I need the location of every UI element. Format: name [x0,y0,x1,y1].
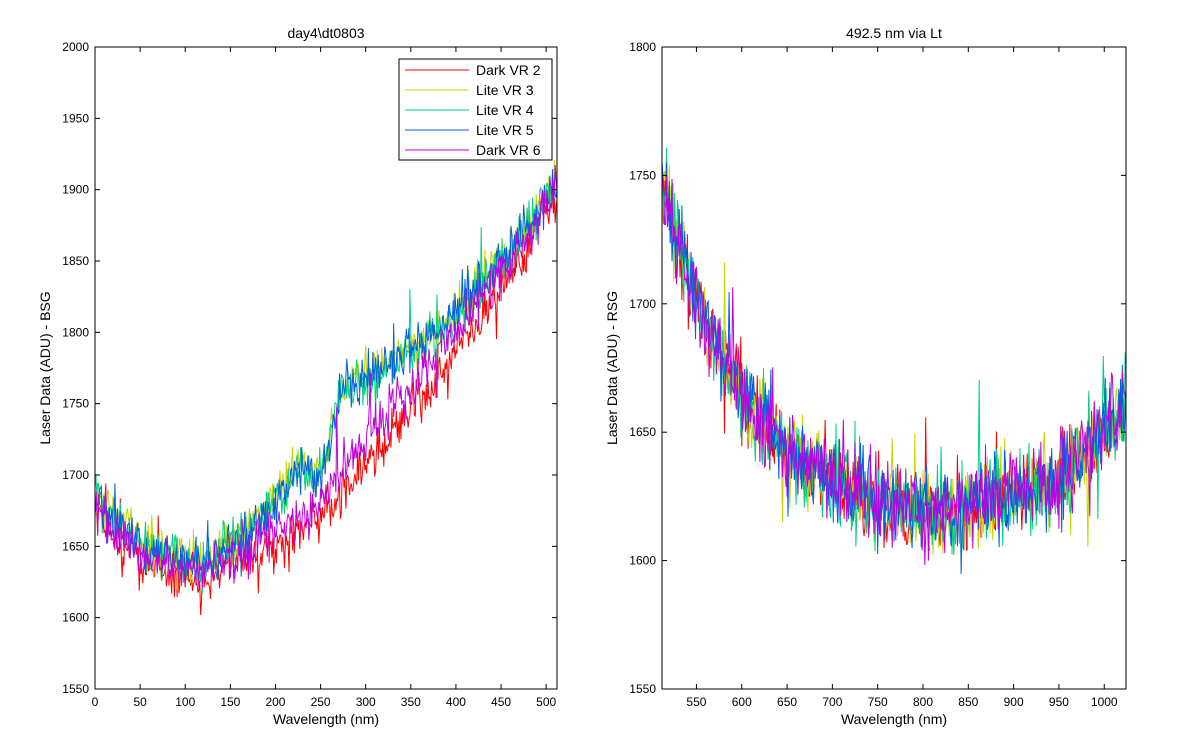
y-tick-label: 1700 [629,297,656,311]
axes-frame [94,46,558,690]
series-line-5 [662,175,1126,566]
x-axis-label: Wavelength (nm) [841,711,947,727]
y-tick-label: 1600 [62,611,89,625]
legend-entry: Lite VR 5 [476,122,534,138]
chart-title: day4\dt0803 [287,25,364,41]
legend-entry: Lite VR 4 [476,102,534,118]
x-tick-label: 150 [220,695,240,709]
legend-entry: Dark VR 2 [476,62,541,78]
chart-right: 550 600 650 700 750 800 850 900 950 1000 1550 1600 1… [604,25,1127,727]
x-tick-label: 350 [401,695,421,709]
y-axis-label: Laser Data (ADU) - BSG [37,291,53,444]
x-tick-label: 0 [92,695,99,709]
x-tick-label: 900 [1004,695,1024,709]
y-tick-label: 1550 [62,682,89,696]
series-line-5 [95,164,557,588]
legend-entry: Lite VR 3 [476,82,534,98]
y-tick-label: 1650 [62,539,89,553]
y-tick-label: 1800 [62,325,89,339]
y-tick-label: 1750 [629,168,656,182]
legend: Dark VR 2 Lite VR 3 Lite VR 4 Lite VR 5 Dark… [398,58,553,161]
x-tick-label: 850 [958,695,978,709]
y-axis-label: Laser Data (ADU) - RSG [604,291,620,445]
x-tick-label: 300 [356,695,376,709]
y-tick-label: 1950 [62,111,89,125]
y-tick-label: 1750 [62,397,89,411]
x-tick-label: 400 [446,695,466,709]
y-tick-label: 1600 [629,554,656,568]
y-tick-label: 1650 [629,425,656,439]
axes-frame [661,46,1127,690]
y-tick-label: 1900 [62,183,89,197]
legend-entry: Dark VR 6 [476,142,541,158]
x-tick-label: 500 [536,695,556,709]
x-tick-label: 250 [311,695,331,709]
x-tick-label: 700 [822,695,842,709]
x-tick-label: 100 [175,695,195,709]
y-tick-label: 1800 [629,40,656,54]
series-line-2 [95,159,557,590]
series-line-1 [95,192,557,616]
y-tick-label: 1850 [62,254,89,268]
x-axis-label: Wavelength (nm) [273,711,379,727]
x-tick-label: 600 [732,695,752,709]
chart-title: 492.5 nm via Lt [846,25,942,41]
chart-left: 0 50 100 150 200 250 300 350 400 450 500 1550 1600 16… [37,25,558,727]
y-tick-label: 1700 [62,468,89,482]
x-tick-label: 550 [686,695,706,709]
x-tick-label: 200 [265,695,285,709]
y-tick-label: 1550 [629,682,656,696]
series-line-4 [95,169,557,586]
series-line-3 [95,177,557,594]
x-tick-label: 50 [133,695,147,709]
x-tick-label: 450 [491,695,511,709]
x-tick-label: 650 [777,695,797,709]
x-tick-label: 750 [868,695,888,709]
x-tick-label: 950 [1049,695,1069,709]
series-line-4 [662,162,1126,574]
x-tick-label: 800 [913,695,933,709]
y-tick-label: 2000 [62,40,89,54]
x-tick-label: 1000 [1091,695,1118,709]
